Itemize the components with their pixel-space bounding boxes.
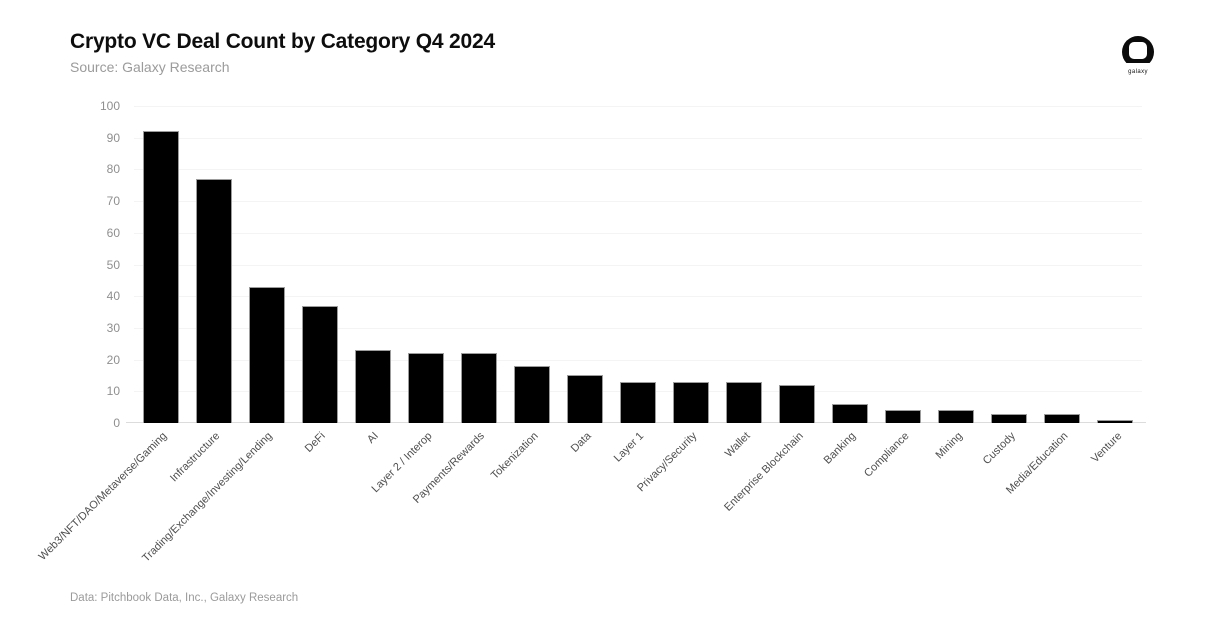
y-tick-label: 0: [113, 416, 120, 430]
footer-credit: Data: Pitchbook Data, Inc., Galaxy Resea…: [70, 592, 299, 604]
gridline: [134, 201, 1142, 203]
x-tick-label: Venture: [1088, 430, 1124, 466]
gridline: [134, 106, 1142, 107]
bar: [142, 131, 179, 423]
y-tick-label: 60: [106, 225, 120, 240]
galaxy-logo-wordmark: galaxy: [1128, 69, 1148, 75]
x-tick-label: Mining: [933, 430, 965, 462]
y-tick-label: 10: [106, 384, 120, 399]
gridline: [134, 359, 1142, 361]
y-tick-label: 80: [106, 162, 120, 177]
y-tick-label: 100: [99, 99, 120, 113]
bar: [779, 384, 816, 423]
gridline: [134, 137, 1142, 139]
gridline: [134, 327, 1142, 329]
source-subtitle: Source: Galaxy Research: [70, 59, 230, 75]
galaxy-logo-square: [1129, 42, 1147, 59]
gridline: [134, 264, 1142, 266]
bar: [991, 413, 1028, 423]
x-tick-label: AI: [365, 430, 382, 446]
y-tick-label: 50: [106, 257, 120, 272]
bar: [513, 365, 550, 423]
bar: [566, 375, 603, 423]
gridline: [134, 232, 1142, 234]
bar: [832, 403, 869, 423]
bar: [620, 381, 656, 423]
gridline: [134, 169, 1142, 171]
y-tick-label: 20: [106, 352, 120, 367]
bar: [195, 178, 232, 423]
y-tick-label: 70: [106, 194, 120, 209]
bar: [248, 286, 285, 423]
x-tick-label: DeFi: [303, 430, 329, 455]
bar-chart-plot-area: 0 10 20 30 40 50 60 70 80 90 100 Web3/NFT/DAO/Metav…: [36, 99, 1146, 564]
x-tick-label: Wallet: [722, 430, 753, 460]
galaxy-logo: galaxy: [1119, 36, 1157, 75]
galaxy-logo-icon: [1121, 36, 1155, 66]
bar: [938, 410, 975, 423]
bar: [407, 353, 444, 423]
bar: [673, 381, 710, 423]
y-tick-label: 40: [106, 289, 120, 304]
bar: [1044, 413, 1081, 423]
x-tick-label: Data: [568, 430, 594, 455]
bar: [726, 381, 763, 423]
x-tick-label: Infrastructure: [167, 430, 223, 485]
y-tick-label: 90: [106, 130, 120, 145]
x-tick-label: Custody: [980, 430, 1018, 468]
x-tick-label: Tokenization: [488, 430, 541, 482]
bar: [354, 350, 391, 423]
x-tick-label: Compliance: [862, 430, 912, 480]
bar: [885, 410, 922, 423]
page-title: Crypto VC Deal Count by Category Q4 2024: [70, 30, 495, 53]
y-tick-label: 30: [106, 320, 120, 335]
bar: [460, 353, 497, 423]
x-tick-label: Web3/NFT/DAO/Metaverse/Gaming: [36, 430, 170, 563]
bar: [301, 305, 338, 423]
x-tick-label: Layer 1: [612, 430, 647, 465]
x-tick-label: Banking: [822, 430, 859, 467]
gridline: [134, 296, 1142, 298]
chart-header: Crypto VC Deal Count by Category Q4 2024…: [70, 30, 495, 75]
bar: [1097, 419, 1134, 423]
